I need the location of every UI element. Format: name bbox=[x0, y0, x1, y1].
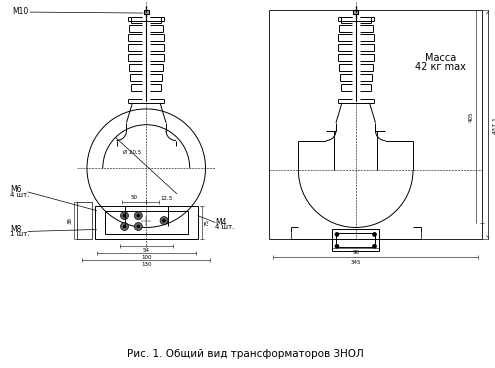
Text: 1 шт.: 1 шт. bbox=[10, 231, 29, 237]
Circle shape bbox=[123, 225, 126, 228]
Text: 345: 345 bbox=[350, 259, 361, 265]
Circle shape bbox=[335, 233, 339, 236]
Text: 4 шт.: 4 шт. bbox=[215, 224, 235, 230]
Text: 437,1: 437,1 bbox=[493, 116, 495, 134]
Text: М4: М4 bbox=[215, 218, 227, 227]
Text: Рис. 1. Общий вид трансформаторов ЗНОЛ: Рис. 1. Общий вид трансформаторов ЗНОЛ bbox=[127, 349, 363, 359]
Circle shape bbox=[137, 214, 140, 217]
Text: Масса: Масса bbox=[425, 53, 456, 63]
Circle shape bbox=[121, 223, 129, 230]
Text: 75: 75 bbox=[205, 219, 210, 226]
Text: 100: 100 bbox=[141, 255, 151, 259]
Circle shape bbox=[123, 214, 126, 217]
Text: 50: 50 bbox=[131, 195, 138, 200]
Text: М6: М6 bbox=[10, 185, 21, 194]
Text: 38: 38 bbox=[68, 217, 73, 224]
Bar bbox=[77, 202, 92, 239]
Bar bbox=[105, 210, 188, 234]
Circle shape bbox=[134, 212, 142, 220]
Circle shape bbox=[137, 225, 140, 228]
Text: 12,5: 12,5 bbox=[160, 195, 172, 200]
Circle shape bbox=[373, 233, 377, 236]
Bar bbox=[353, 10, 358, 14]
Text: 54: 54 bbox=[143, 248, 150, 253]
Circle shape bbox=[373, 244, 377, 248]
Text: 96: 96 bbox=[352, 250, 359, 255]
Text: 405: 405 bbox=[469, 111, 474, 121]
Text: Ø 20,5: Ø 20,5 bbox=[123, 150, 142, 155]
Circle shape bbox=[335, 244, 339, 248]
Text: М8: М8 bbox=[10, 225, 21, 234]
Text: 4 шт.: 4 шт. bbox=[10, 192, 29, 198]
Text: 130: 130 bbox=[141, 262, 151, 266]
Bar bbox=[332, 230, 380, 251]
Circle shape bbox=[134, 223, 142, 230]
Circle shape bbox=[160, 217, 168, 224]
Circle shape bbox=[121, 212, 129, 220]
Text: 42 кг max: 42 кг max bbox=[415, 63, 466, 72]
Bar bbox=[336, 233, 376, 247]
Bar bbox=[95, 206, 198, 239]
Circle shape bbox=[162, 219, 165, 222]
Bar bbox=[144, 10, 148, 14]
Text: М10: М10 bbox=[12, 7, 28, 15]
